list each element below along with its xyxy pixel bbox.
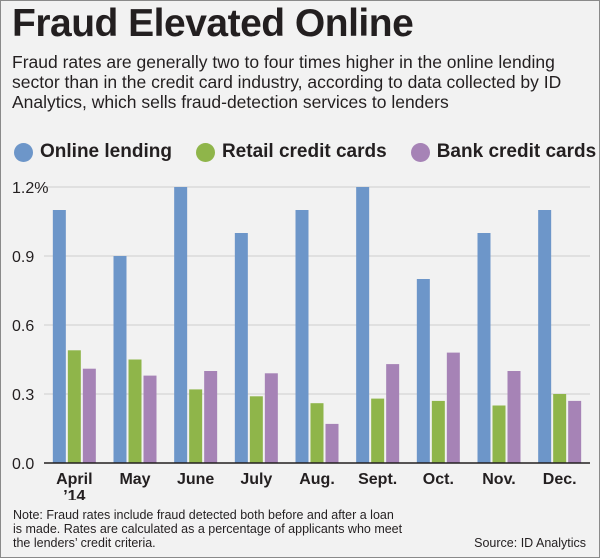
bar	[250, 396, 263, 463]
legend-item-bank-credit-cards: Bank credit cards	[411, 141, 596, 163]
bar	[478, 233, 491, 463]
bar	[371, 399, 384, 463]
bar	[144, 376, 157, 463]
legend-label-bank-credit-cards: Bank credit cards	[437, 141, 596, 163]
bar	[129, 360, 142, 464]
bar	[114, 256, 127, 463]
legend-item-retail-credit-cards: Retail credit cards	[196, 141, 387, 163]
bar	[553, 394, 566, 463]
bar	[235, 233, 248, 463]
x-tick-label: May	[119, 471, 150, 488]
bar	[447, 353, 460, 463]
y-tick-label: 1.2%	[12, 180, 48, 197]
bar	[296, 210, 309, 463]
bar-chart: 0.0 0.3 0.6 0.9 1.2% April ’14 May June July Aug. S…	[0, 170, 600, 500]
legend-swatch-retail-credit-cards	[196, 143, 215, 162]
x-tick-label: Sept.	[358, 471, 397, 488]
bar	[311, 403, 324, 463]
bar	[204, 371, 217, 463]
y-tick-label: 0.9	[12, 249, 34, 266]
y-tick-label: 0.6	[12, 318, 34, 335]
legend-swatch-bank-credit-cards	[411, 143, 430, 162]
x-tick-label: July	[240, 471, 272, 488]
legend-item-online-lending: Online lending	[14, 141, 172, 163]
bar	[508, 371, 521, 463]
bar	[189, 389, 202, 463]
bar	[538, 210, 551, 463]
x-tick-label: Aug.	[299, 471, 335, 488]
bar	[386, 364, 399, 463]
legend-swatch-online-lending	[14, 143, 33, 162]
x-tick-label: June	[177, 471, 214, 488]
bar	[265, 373, 278, 463]
source-credit: Source: ID Analytics	[474, 536, 586, 550]
chart-subtitle: Fraud rates are generally two to four ti…	[12, 52, 588, 112]
legend-label-retail-credit-cards: Retail credit cards	[222, 141, 387, 163]
legend: Online lending Retail credit cards Bank …	[14, 141, 596, 163]
legend-label-online-lending: Online lending	[40, 141, 172, 163]
bar	[493, 406, 506, 464]
bar	[432, 401, 445, 463]
bar	[568, 401, 581, 463]
y-tick-label: 0.3	[12, 387, 34, 404]
x-tick-label: April ’14	[56, 471, 92, 500]
footnote: Note: Fraud rates include fraud detected…	[13, 508, 403, 550]
x-tick-label: Oct.	[423, 471, 454, 488]
y-tick-label: 0.0	[12, 456, 34, 473]
bar	[417, 279, 430, 463]
bar	[326, 424, 339, 463]
bar	[83, 369, 96, 463]
bar	[53, 210, 66, 463]
bar	[68, 350, 81, 463]
bar	[174, 187, 187, 463]
bar	[356, 187, 369, 463]
x-tick-label: Nov.	[482, 471, 515, 488]
chart-title: Fraud Elevated Online	[12, 2, 413, 46]
x-tick-label: Dec.	[543, 471, 577, 488]
